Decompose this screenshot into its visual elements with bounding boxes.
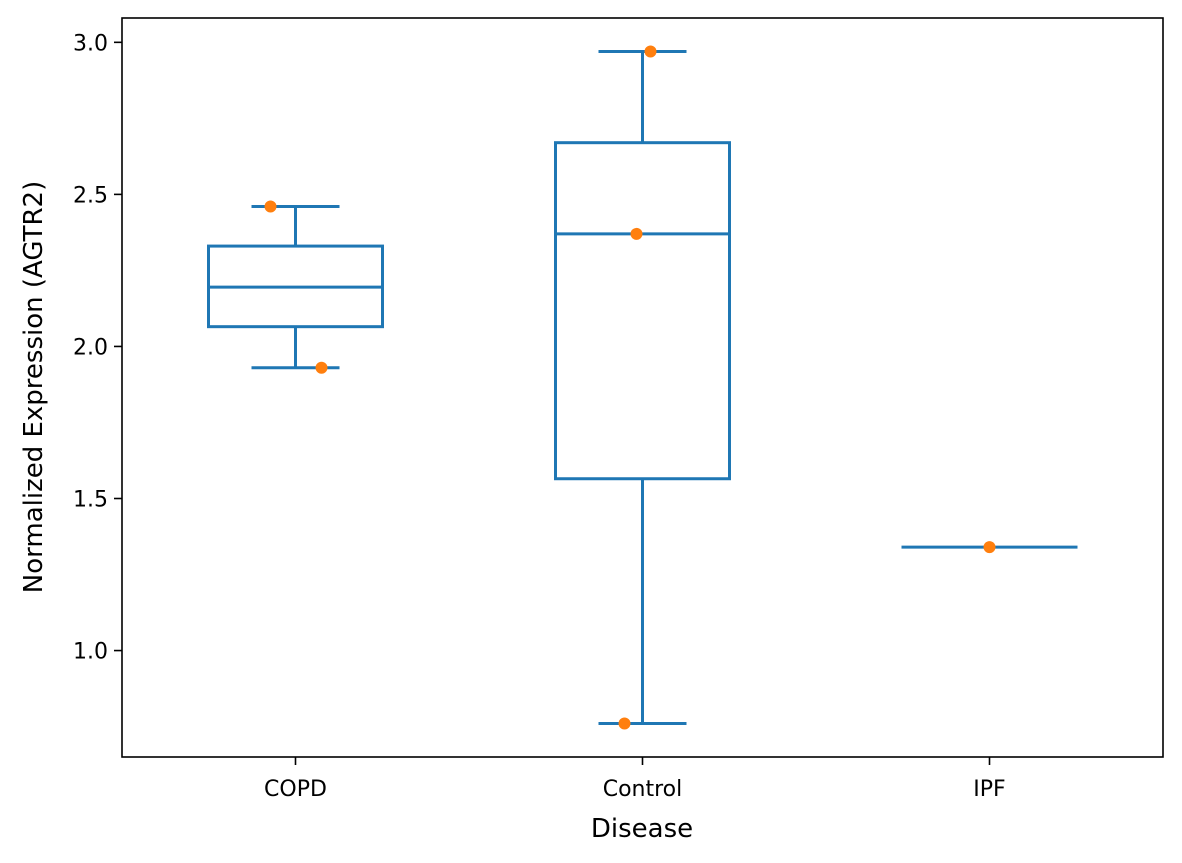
y-tick-label: 2.5: [73, 183, 108, 208]
plot-area: [207, 45, 1078, 730]
data-point: [315, 361, 328, 374]
x-axis-title: Disease: [591, 814, 693, 844]
data-point: [983, 541, 996, 554]
x-tick-label: IPF: [973, 777, 1005, 802]
data-point: [644, 45, 657, 58]
x-tick-label: Control: [603, 777, 683, 802]
y-axis-title: Normalized Expression (AGTR2): [19, 181, 49, 593]
x-tick-label: COPD: [264, 777, 327, 802]
y-tick-label: 3.0: [73, 31, 108, 56]
data-point: [264, 200, 277, 213]
y-tick-label: 2.0: [73, 335, 108, 360]
data-point: [630, 227, 643, 240]
axes: 1.0 1.5 2.0 2.5 3.0 COPD Control IPF: [73, 17, 1164, 802]
data-point: [618, 717, 631, 730]
box-body: [554, 141, 731, 481]
y-tick-label: 1.0: [73, 640, 108, 665]
box-copd: [207, 205, 384, 370]
y-tick-label: 1.5: [73, 488, 108, 513]
box-control: [554, 49, 731, 726]
